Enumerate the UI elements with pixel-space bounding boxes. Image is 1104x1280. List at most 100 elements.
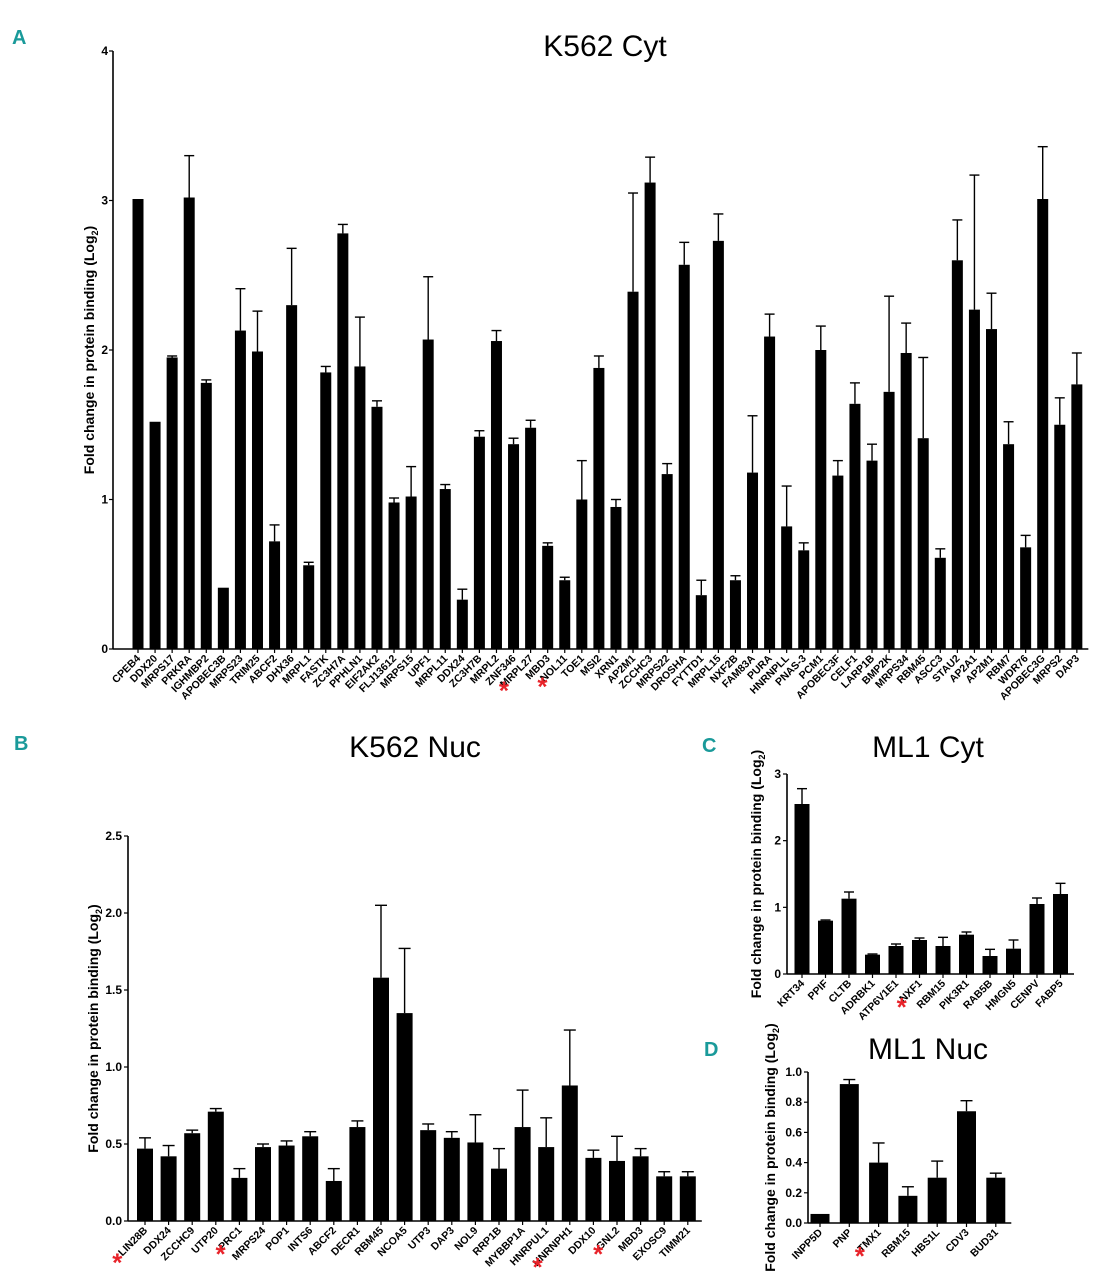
bar-a bbox=[832, 475, 844, 649]
bar-a bbox=[798, 550, 810, 649]
bar-a bbox=[559, 580, 571, 649]
significance-star-c: * bbox=[897, 992, 908, 1022]
bar-c bbox=[1006, 948, 1021, 974]
y-tick-label-a: 2 bbox=[101, 343, 108, 357]
chart-k562-nuc: K562 Nuc Fold change in protein binding (… bbox=[85, 731, 702, 1280]
panel-letter-a: A bbox=[12, 27, 26, 49]
bar-b bbox=[396, 1013, 413, 1221]
bar-a bbox=[337, 233, 349, 649]
category-label-b: DAP3 bbox=[429, 1225, 457, 1253]
bar-a bbox=[968, 309, 980, 649]
bar-b bbox=[609, 1160, 625, 1221]
bar-a bbox=[371, 406, 383, 649]
bar-b bbox=[420, 1130, 437, 1221]
y-tick-label-a: 3 bbox=[101, 194, 108, 208]
bar-a bbox=[576, 499, 588, 649]
category-label-c: KRT34 bbox=[775, 978, 807, 1010]
bar-a bbox=[627, 291, 639, 649]
bar-a bbox=[388, 502, 400, 649]
bar-b bbox=[184, 1133, 201, 1221]
y-tick-label-b: 1.5 bbox=[105, 983, 122, 997]
bar-a bbox=[917, 438, 929, 649]
bar-b bbox=[137, 1148, 153, 1221]
bar-a bbox=[456, 599, 468, 649]
y-axis-label-b: Fold change in protein binding (Log2) bbox=[85, 904, 104, 1152]
bar-a bbox=[1071, 384, 1083, 649]
bar-a bbox=[593, 367, 605, 649]
bar-a bbox=[1003, 444, 1015, 649]
bar-a bbox=[729, 580, 741, 649]
y-tick-label-b: 2.5 bbox=[105, 829, 122, 843]
bar-d bbox=[957, 1111, 976, 1223]
y-tick-label-d: 0.2 bbox=[785, 1186, 802, 1200]
bar-c bbox=[841, 898, 857, 974]
bar-a bbox=[166, 357, 178, 649]
significance-star-a: * bbox=[537, 671, 548, 701]
bar-a bbox=[781, 526, 793, 649]
y-axis-label-c: Fold change in protein binding (Log2) bbox=[748, 750, 767, 998]
bar-a bbox=[678, 264, 690, 649]
bar-a bbox=[883, 391, 895, 649]
bar-a bbox=[286, 305, 298, 649]
significance-star-d: * bbox=[855, 1241, 866, 1271]
bar-b bbox=[561, 1085, 578, 1221]
y-axis-label-a: Fold change in protein binding (Log2) bbox=[81, 226, 100, 474]
bar-a bbox=[661, 474, 673, 649]
bar-a bbox=[405, 496, 417, 649]
bar-c bbox=[959, 934, 974, 974]
bar-a bbox=[490, 341, 502, 649]
bar-a bbox=[234, 330, 246, 649]
bar-b bbox=[302, 1136, 319, 1221]
y-tick-label-c: 1 bbox=[774, 900, 781, 914]
bar-a bbox=[525, 427, 537, 649]
bar-a bbox=[610, 506, 622, 649]
panel-letter-c: C bbox=[702, 735, 716, 757]
bar-a bbox=[712, 240, 724, 650]
significance-star-b: * bbox=[593, 1239, 604, 1269]
y-tick-label-c: 2 bbox=[774, 834, 781, 848]
bar-b bbox=[443, 1137, 460, 1221]
significance-star-a: * bbox=[499, 676, 510, 706]
y-tick-label-d: 0.8 bbox=[785, 1095, 802, 1109]
bar-a bbox=[900, 352, 912, 649]
bar-a bbox=[1037, 199, 1049, 649]
bar-a bbox=[320, 372, 332, 649]
bar-c bbox=[1029, 904, 1045, 974]
bar-a bbox=[764, 336, 776, 649]
bar-b bbox=[656, 1176, 673, 1221]
bar-c bbox=[912, 940, 927, 974]
bar-b bbox=[255, 1147, 271, 1221]
bar-b bbox=[467, 1142, 484, 1221]
chart-ml1-nuc: ML1 Nuc Fold change in protein binding (L… bbox=[762, 1023, 1012, 1272]
chart-title-b: K562 Nuc bbox=[349, 731, 481, 764]
y-tick-label-a: 1 bbox=[101, 493, 108, 507]
bar-a bbox=[269, 541, 281, 649]
y-tick-label-d: 0.6 bbox=[785, 1125, 802, 1139]
significance-star-b: * bbox=[112, 1248, 123, 1278]
bar-a bbox=[200, 382, 212, 649]
bar-d bbox=[810, 1213, 830, 1223]
y-tick-label-b: 0.5 bbox=[105, 1137, 122, 1151]
category-label-d: RBM15 bbox=[879, 1227, 913, 1261]
bar-a bbox=[951, 260, 963, 649]
bar-b bbox=[207, 1111, 224, 1221]
y-tick-label-a: 4 bbox=[101, 44, 108, 58]
bar-d bbox=[898, 1195, 918, 1223]
bar-d bbox=[839, 1084, 859, 1223]
y-tick-label-a: 0 bbox=[101, 642, 108, 656]
bar-a bbox=[473, 436, 485, 649]
chart-ml1-cyt: ML1 Cyt Fold change in protein binding (L… bbox=[748, 731, 1074, 1023]
chart-title-c: ML1 Cyt bbox=[872, 731, 984, 764]
bar-b bbox=[632, 1156, 649, 1221]
bar-c bbox=[794, 804, 810, 974]
bar-b bbox=[373, 977, 389, 1221]
bar-a bbox=[934, 557, 946, 649]
bar-b bbox=[231, 1177, 248, 1221]
bar-a bbox=[508, 444, 520, 649]
y-axis-label-d: Fold change in protein binding (Log2) bbox=[762, 1023, 781, 1271]
bar-a bbox=[815, 350, 827, 649]
bar-a bbox=[1054, 424, 1066, 649]
panel-letter-b: B bbox=[14, 733, 28, 755]
bar-c bbox=[935, 946, 951, 974]
bar-d bbox=[986, 1177, 1006, 1223]
